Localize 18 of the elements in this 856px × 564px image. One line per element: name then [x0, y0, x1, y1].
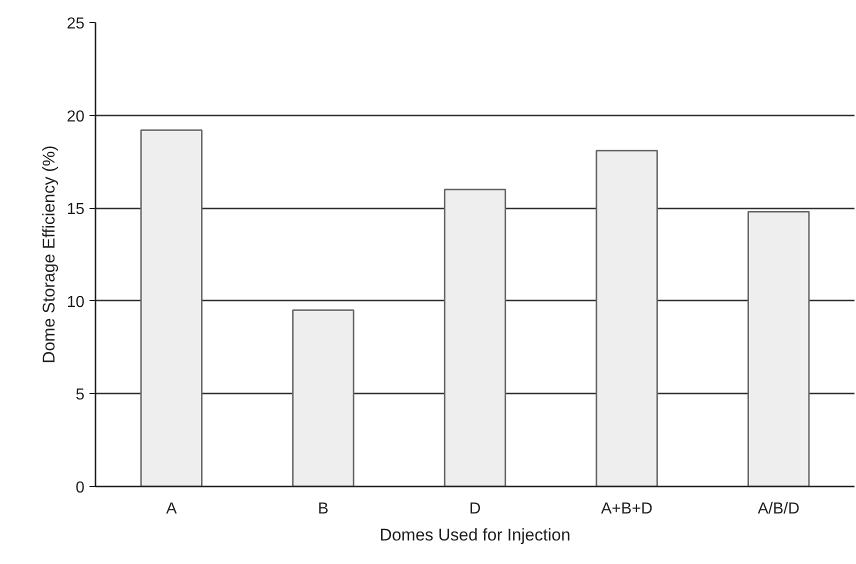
y-tick-label: 15 — [66, 201, 85, 218]
x-axis-title: Domes Used for Injection — [380, 526, 570, 544]
x-tick-label: A — [166, 500, 178, 518]
x-tick-label: A+B+D — [601, 500, 653, 518]
x-tick-label: D — [469, 500, 481, 518]
y-tick-label: 10 — [66, 294, 85, 311]
y-axis-title: Dome Storage Efficiency (%) — [40, 146, 59, 364]
y-tick-label: 5 — [76, 386, 85, 404]
x-tick-label: B — [318, 500, 329, 518]
y-tick-label: 0 — [76, 480, 85, 496]
x-tick-label: A/B/D — [758, 500, 800, 518]
bar — [596, 150, 658, 486]
bar — [444, 188, 506, 486]
y-tick-label: 25 — [66, 16, 85, 32]
bar — [747, 211, 810, 486]
bar — [140, 129, 203, 486]
bar — [292, 309, 354, 486]
y-tick-label: 20 — [66, 108, 85, 126]
